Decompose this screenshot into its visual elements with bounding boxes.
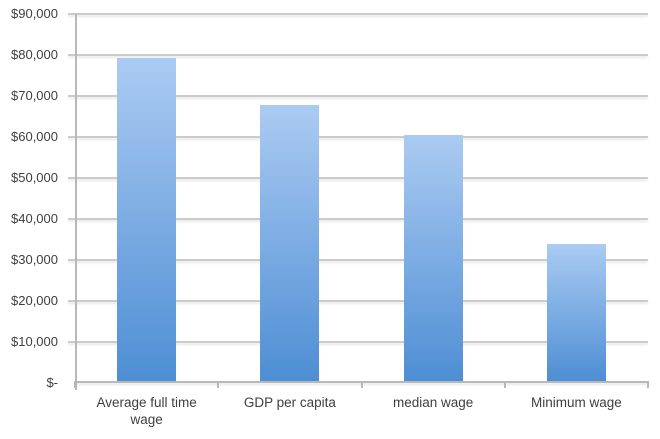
gridline	[68, 95, 648, 97]
y-tick-label: $10,000	[11, 334, 58, 349]
gridline	[68, 54, 648, 56]
y-tick-label: $70,000	[11, 88, 58, 103]
x-category-label: Minimum wage	[530, 395, 622, 410]
gridline	[68, 136, 648, 138]
y-tick-label: $20,000	[11, 293, 58, 308]
y-tick-label: $-	[46, 375, 58, 390]
x-axis-tick	[217, 383, 220, 388]
y-tick-label: $50,000	[11, 170, 58, 185]
y-tick-label: $80,000	[11, 47, 58, 62]
gridline	[68, 259, 648, 261]
x-category-label: GDP per capita	[243, 395, 336, 410]
x-axis-tick	[74, 383, 76, 388]
plot-area	[68, 13, 649, 390]
y-tick-label: $90,000	[11, 6, 58, 21]
gridline	[68, 177, 648, 179]
x-axis-tick	[360, 383, 363, 388]
x-axis-line	[74, 381, 649, 383]
y-tick-label: $30,000	[11, 252, 58, 267]
x-category-label: median wage	[392, 395, 474, 410]
y-tick-label: $60,000	[11, 129, 58, 144]
gridline	[68, 341, 648, 343]
gridline	[68, 218, 648, 220]
gridline	[68, 13, 648, 15]
y-tick-label: $40,000	[11, 211, 58, 226]
x-category-label: Average full time wage	[96, 395, 197, 427]
bar-gdp-per-capita	[260, 105, 320, 381]
gridline	[68, 300, 648, 302]
x-axis-tick	[503, 383, 506, 388]
bar-median-wage	[403, 135, 463, 381]
y-axis-line	[75, 14, 77, 390]
bar-average-full-time-wage	[117, 57, 177, 381]
bar-minimum-wage	[546, 244, 606, 381]
x-axis-tick	[647, 383, 649, 388]
